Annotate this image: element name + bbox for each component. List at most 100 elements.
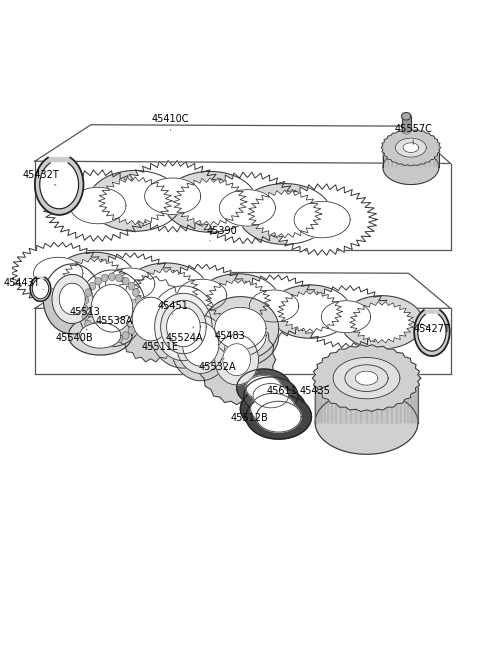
Ellipse shape xyxy=(122,277,129,285)
Polygon shape xyxy=(219,190,276,226)
Polygon shape xyxy=(349,301,414,343)
Polygon shape xyxy=(246,375,281,400)
Ellipse shape xyxy=(81,305,88,312)
Ellipse shape xyxy=(135,313,142,320)
Polygon shape xyxy=(298,286,394,348)
Polygon shape xyxy=(383,148,439,167)
Text: 45532A: 45532A xyxy=(198,358,236,371)
Ellipse shape xyxy=(89,283,96,290)
Polygon shape xyxy=(248,190,322,238)
Polygon shape xyxy=(89,170,182,231)
Polygon shape xyxy=(418,315,446,351)
Ellipse shape xyxy=(95,332,101,339)
Polygon shape xyxy=(125,263,207,316)
Polygon shape xyxy=(182,323,219,366)
Polygon shape xyxy=(202,304,279,367)
Polygon shape xyxy=(98,177,172,225)
Polygon shape xyxy=(132,297,169,341)
Polygon shape xyxy=(59,283,85,315)
Polygon shape xyxy=(414,310,450,356)
Polygon shape xyxy=(52,275,93,323)
Polygon shape xyxy=(215,307,266,349)
Text: 45435: 45435 xyxy=(300,385,331,396)
Ellipse shape xyxy=(132,320,139,328)
Polygon shape xyxy=(148,286,218,368)
Polygon shape xyxy=(53,253,135,305)
Polygon shape xyxy=(40,163,79,209)
Ellipse shape xyxy=(128,327,135,335)
Ellipse shape xyxy=(116,274,122,282)
Polygon shape xyxy=(402,113,411,120)
Polygon shape xyxy=(244,377,298,414)
Polygon shape xyxy=(240,386,306,431)
Polygon shape xyxy=(192,172,302,244)
Polygon shape xyxy=(315,378,418,423)
Ellipse shape xyxy=(84,320,91,328)
Polygon shape xyxy=(341,296,423,349)
Text: 45557C: 45557C xyxy=(394,124,432,144)
Polygon shape xyxy=(256,401,301,432)
Polygon shape xyxy=(198,315,276,405)
Polygon shape xyxy=(10,242,107,305)
Ellipse shape xyxy=(136,305,143,312)
Text: 45427T: 45427T xyxy=(413,323,450,334)
Polygon shape xyxy=(246,394,312,439)
Polygon shape xyxy=(277,291,342,333)
Ellipse shape xyxy=(101,274,108,282)
Polygon shape xyxy=(155,293,212,361)
Ellipse shape xyxy=(135,297,142,304)
Ellipse shape xyxy=(84,289,91,297)
Ellipse shape xyxy=(128,283,135,290)
Ellipse shape xyxy=(108,336,115,343)
Polygon shape xyxy=(178,279,227,311)
Polygon shape xyxy=(333,357,400,399)
Polygon shape xyxy=(144,178,201,214)
Polygon shape xyxy=(69,316,132,355)
Polygon shape xyxy=(402,116,411,130)
Polygon shape xyxy=(154,265,250,326)
Ellipse shape xyxy=(122,332,129,339)
Polygon shape xyxy=(197,274,279,327)
Polygon shape xyxy=(403,143,419,152)
Text: 45483: 45483 xyxy=(215,331,245,341)
Polygon shape xyxy=(163,172,257,232)
Polygon shape xyxy=(250,290,299,322)
Text: 45540B: 45540B xyxy=(56,329,94,343)
Polygon shape xyxy=(118,160,228,232)
Polygon shape xyxy=(226,275,322,337)
Polygon shape xyxy=(267,184,377,255)
Text: 45432T: 45432T xyxy=(22,170,59,185)
Polygon shape xyxy=(321,301,371,333)
Polygon shape xyxy=(134,269,198,311)
Polygon shape xyxy=(114,276,187,362)
Polygon shape xyxy=(215,315,266,357)
Polygon shape xyxy=(170,308,231,381)
Ellipse shape xyxy=(116,335,122,343)
Polygon shape xyxy=(82,253,178,315)
Text: 45538A: 45538A xyxy=(96,315,133,326)
Polygon shape xyxy=(43,170,153,241)
Polygon shape xyxy=(402,127,411,134)
Polygon shape xyxy=(238,184,332,244)
Polygon shape xyxy=(43,264,101,334)
Ellipse shape xyxy=(82,313,89,320)
Polygon shape xyxy=(167,307,200,347)
Ellipse shape xyxy=(101,335,108,343)
Polygon shape xyxy=(294,201,350,238)
Polygon shape xyxy=(345,365,388,391)
Polygon shape xyxy=(237,369,291,406)
Polygon shape xyxy=(215,335,259,385)
Polygon shape xyxy=(251,393,296,424)
Polygon shape xyxy=(381,130,441,166)
Polygon shape xyxy=(34,257,83,289)
Text: 45451: 45451 xyxy=(157,301,188,315)
Ellipse shape xyxy=(89,327,96,335)
Text: 45512B: 45512B xyxy=(231,409,269,423)
Ellipse shape xyxy=(82,297,89,304)
Polygon shape xyxy=(35,158,84,215)
Polygon shape xyxy=(78,270,145,347)
Polygon shape xyxy=(253,383,288,407)
Text: 45511E: 45511E xyxy=(142,339,179,352)
Polygon shape xyxy=(32,279,48,299)
Polygon shape xyxy=(30,277,51,301)
